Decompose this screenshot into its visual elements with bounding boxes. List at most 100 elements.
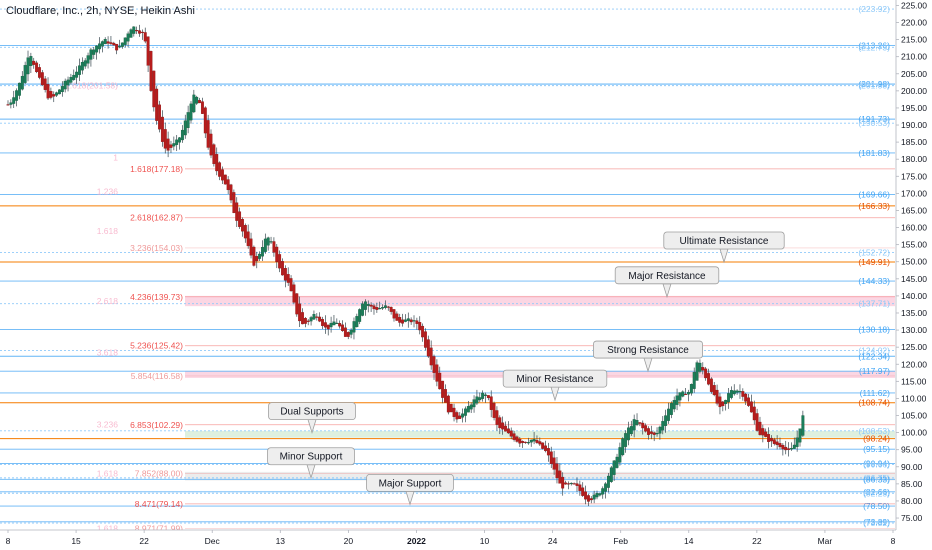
candle-down [301,312,304,325]
candle-up [178,137,182,143]
level-label: (191.73) [858,114,890,124]
candle-up [20,75,24,90]
time-tick-label: 10 [480,536,490,546]
candle-up [80,61,84,71]
candle-down [112,42,116,46]
candle-up [724,399,728,405]
candle-down [684,393,688,395]
fib-faint-label: 1.618 [97,523,119,533]
candle-down [149,50,153,91]
candle-down [35,62,39,73]
time-tick-label: 22 [752,536,762,546]
annotation-callout[interactable]: Minor Support [267,447,355,480]
candle-down [212,144,216,165]
fib-level-label: 8.471(79.14) [135,499,183,509]
candle-up [189,103,193,121]
price-tick-label: 225.00 [901,0,927,10]
candle-down [318,316,322,322]
candle-down [418,322,422,331]
candle-down [498,417,502,429]
candle-up [672,400,676,410]
annotation-callout[interactable]: Strong Resistance [593,340,704,373]
price-axis-background [896,0,932,550]
candle-down [767,434,771,442]
candle-down [6,104,10,106]
candle-down [566,483,570,485]
candle-up [269,241,273,243]
annotation-callout[interactable]: Major Resistance [614,266,720,299]
candle-down [292,284,296,303]
candle-down [158,104,161,130]
candle-down [744,393,748,402]
time-tick-label: Dec [205,536,221,546]
candle-up [695,362,699,381]
candle-up [86,55,90,64]
annotation-callout[interactable]: Dual Supports [268,402,356,434]
annotation-callout[interactable]: Ultimate Resistance [663,231,785,264]
candle-down [707,373,710,385]
candle-down [701,367,705,371]
candle-up [378,308,382,310]
candle-up [612,460,616,475]
price-zone [185,471,895,481]
candle-up [118,46,121,48]
annotation-callout[interactable]: Minor Resistance [502,369,608,402]
candle-down [426,339,430,357]
candle-up [312,314,316,320]
price-tick-label: 190.00 [901,120,927,130]
price-tick-label: 185.00 [901,137,927,147]
callout-box [593,340,704,359]
candle-up [95,45,99,53]
callouts-layer: Ultimate Resistance Major Resistance Stron… [267,231,785,506]
fib-faint-label: 1 [113,152,118,162]
candle-down [572,483,576,485]
candle-up [629,426,633,435]
candle-down [458,415,462,419]
candle-up [60,86,64,93]
candle-up [406,318,410,321]
candle-up [592,494,596,500]
candle-up [727,393,730,403]
candle-down [106,41,110,44]
candle-down [306,320,310,322]
candle-down [638,422,642,424]
price-tick-label: 220.00 [901,18,927,28]
fib-layer: 1.618(177.18) 2.618(162.87) 3.236(154.03) 4… [65,80,895,533]
candle-up [29,56,33,67]
candle-down [429,347,433,366]
candle-down [169,144,173,148]
candle-down [784,446,788,451]
candle-up [335,322,339,324]
level-label: (111.62) [860,388,891,398]
price-tick-label: 150.00 [901,257,927,267]
price-tick-label: 90.00 [901,462,923,472]
candle-up [729,390,733,398]
candle-down [341,324,344,332]
candle-up [681,391,685,397]
candle-down [423,331,427,348]
annotation-callout[interactable]: Major Support [366,473,454,506]
candle-down [489,396,493,410]
candle-up [309,317,313,322]
price-tick-label: 160.00 [901,223,927,233]
candle-down [303,318,307,324]
candle-down [375,307,379,310]
candle-down [223,174,227,185]
candle-up [412,320,416,322]
time-tick-label: 13 [276,536,286,546]
candle-up [261,247,264,257]
candle-up [355,316,359,328]
candle-down [218,162,222,177]
candle-down [761,428,765,436]
fib-level-label: 3.236(154.03) [130,243,183,253]
candle-down [203,107,207,134]
candle-up [12,97,16,104]
callout-label: Ultimate Resistance [680,236,769,247]
candle-up [606,475,610,488]
candle-up [129,29,133,38]
candle-down [321,318,324,326]
price-tick-label: 165.00 [901,205,927,215]
price-tick-label: 145.00 [901,274,927,284]
